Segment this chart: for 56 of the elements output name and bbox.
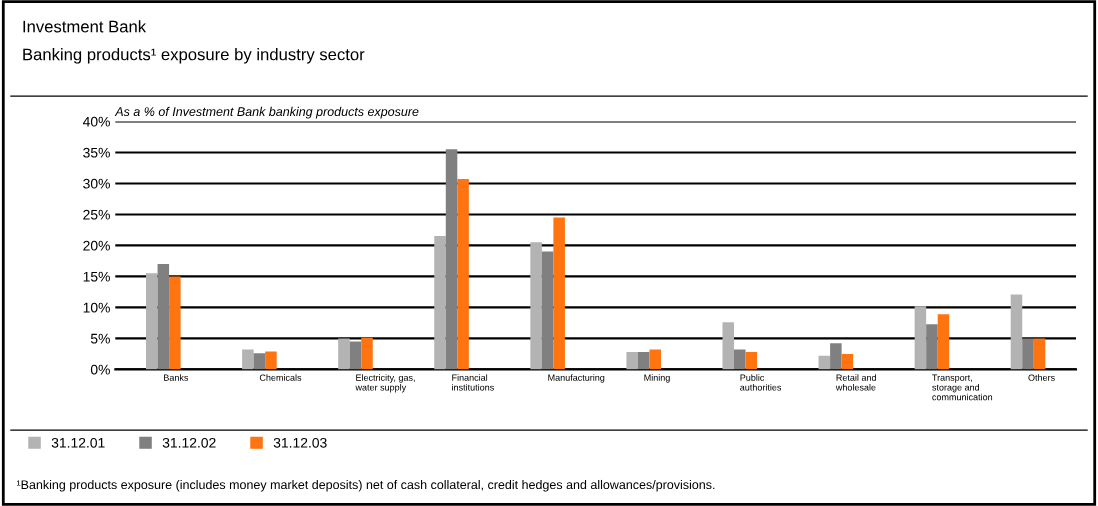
bar [649,349,661,370]
bar [830,343,842,370]
y-tick-label: 10% [83,302,110,313]
bar [146,273,158,370]
bar [626,352,638,370]
bar [445,149,458,370]
bar [818,355,831,370]
y-tick-label: 15% [83,271,110,282]
bar [157,264,170,370]
bar [434,236,446,370]
bar [722,322,735,370]
bar [361,337,373,370]
y-axis-title: As a % of Investment Bank banking products exposure [114,106,419,119]
bar [349,341,362,370]
y-tick-label: 35% [83,147,110,158]
bar [242,349,254,370]
bar [926,324,938,370]
chart-subtitle: Banking products¹ exposure by industry sector [23,48,365,64]
bar [169,276,181,370]
bar [637,352,650,370]
bar [745,352,758,370]
bar [937,314,950,370]
x-tick-label: Mining [644,374,670,383]
bar [734,349,746,370]
bar [253,353,266,370]
y-tick-label: 40% [82,116,110,127]
bar [1010,294,1023,370]
legend-label: 31.12.01 [51,437,105,448]
y-tick-label: 25% [83,209,110,220]
x-tick-label: Electricity, gas, water supply [355,374,415,393]
y-tick-label: 5% [90,333,110,344]
x-tick-label: Transport, storage and communication [932,374,993,401]
bar [553,217,565,370]
bar [914,306,927,370]
legend-label: 31.12.02 [162,437,216,448]
x-tick-label: Chemicals [259,374,302,381]
bar [265,351,277,370]
legend-label: 31.12.03 [273,437,327,448]
y-tick-label: 20% [83,240,110,251]
bar [457,179,469,370]
x-tick-label: Public authorities [740,374,782,391]
x-tick-label: Others [1028,374,1055,381]
bar [541,251,554,370]
bar [1033,338,1046,370]
bar [1022,338,1034,370]
bar [338,338,350,370]
y-tick-label: 0% [90,364,110,375]
x-tick-label: Retail and wholesale [835,374,876,391]
x-tick-label: Banks [164,374,189,381]
x-tick-label: Manufacturing [548,374,605,383]
y-tick-label: 30% [83,178,110,189]
chart-title: Investment Bank [23,20,147,33]
bar [841,353,854,370]
bar [530,242,542,370]
text: ¹Banking products exposure (includes money market deposits) net of cash collateral, credit hedges and allowances/provisions. [16,479,715,492]
x-tick-label: Financial institutions [452,374,494,391]
